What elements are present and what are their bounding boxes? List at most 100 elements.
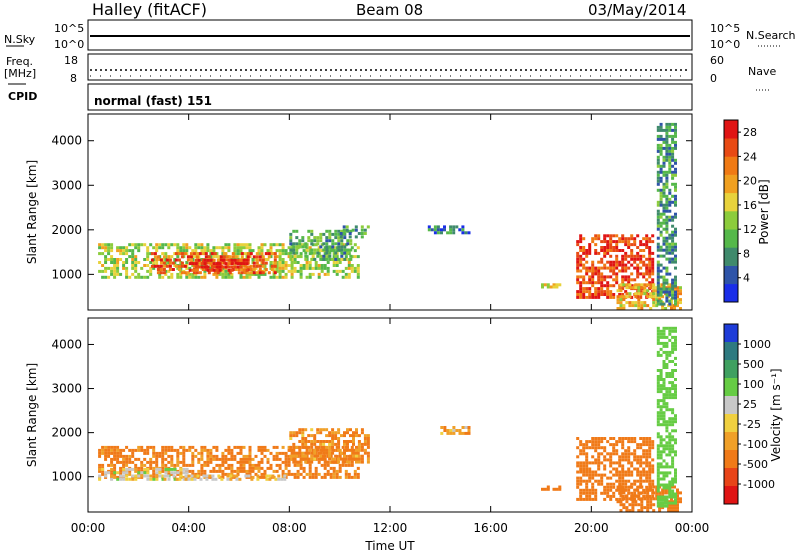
data-cell-0 xyxy=(356,246,360,250)
data-cell-0 xyxy=(356,266,360,270)
data-cell-6 xyxy=(609,476,613,480)
data-cell-6 xyxy=(585,467,589,471)
data-cell-2 xyxy=(256,477,260,481)
data-cell-0 xyxy=(191,469,195,473)
data-cell-0 xyxy=(215,457,219,461)
data-cell-0 xyxy=(281,445,285,449)
data-cell-0 xyxy=(131,261,135,264)
data-cell-0 xyxy=(350,266,354,270)
data-cell-0 xyxy=(221,246,225,250)
data-cell-6 xyxy=(648,479,652,483)
data-cell-3 xyxy=(360,454,364,458)
data-cell-6 xyxy=(648,470,652,474)
data-cell-0 xyxy=(233,243,237,247)
data-cell-3 xyxy=(316,448,320,452)
data-cell-9 xyxy=(671,257,675,261)
data-cell-3 xyxy=(301,454,305,458)
data-cell-8 xyxy=(665,441,669,445)
data-cell-1 xyxy=(273,252,277,256)
data-cell-0 xyxy=(197,469,201,473)
data-cell-8 xyxy=(671,326,675,330)
data-cell-3 xyxy=(301,457,305,461)
data-cell-3 xyxy=(331,457,335,461)
data-cell-9 xyxy=(665,194,669,198)
data-cell-7 xyxy=(631,497,635,501)
data-cell-3 xyxy=(292,434,296,438)
data-cell-6 xyxy=(618,473,622,477)
data-cell-0 xyxy=(161,451,165,455)
data-cell-8 xyxy=(668,465,672,469)
data-cell-0 xyxy=(134,264,138,267)
data-cell-7 xyxy=(582,246,586,249)
data-cell-7 xyxy=(633,260,637,264)
data-cell-8 xyxy=(671,423,675,427)
data-cell-0 xyxy=(341,463,345,467)
data-cell-0 xyxy=(170,472,174,476)
data-cell-0 xyxy=(278,243,282,247)
data-cell-0 xyxy=(347,264,351,267)
data-cell-6 xyxy=(639,446,643,450)
data-cell-9 xyxy=(659,146,663,150)
data-cell-8 xyxy=(665,501,669,505)
data-cell-2 xyxy=(236,265,240,269)
data-cell-0 xyxy=(104,266,108,270)
data-cell-8 xyxy=(656,498,660,502)
data-cell-0 xyxy=(245,275,249,279)
data-cell-0 xyxy=(260,243,264,247)
data-cell-0 xyxy=(254,463,258,467)
data-cell-8 xyxy=(619,304,623,308)
data-cell-0 xyxy=(353,266,357,270)
data-cell-6 xyxy=(621,470,625,474)
beam-title: Beam 08 xyxy=(356,1,424,19)
colorbar-frame xyxy=(723,323,739,505)
data-cell-0 xyxy=(332,269,336,273)
data-cell-0 xyxy=(239,463,243,467)
data-cell-9 xyxy=(662,218,666,222)
data-cell-1 xyxy=(189,255,193,259)
data-cell-1 xyxy=(237,268,241,271)
data-cell-8 xyxy=(665,498,669,502)
data-cell-9 xyxy=(662,287,666,291)
data-cell-7 xyxy=(576,275,580,279)
data-cell-0 xyxy=(161,460,165,464)
data-cell-1 xyxy=(174,264,178,268)
data-cell-2 xyxy=(271,474,275,478)
data-cell-8 xyxy=(671,450,675,454)
data-cell-7 xyxy=(637,485,641,489)
data-cell-6 xyxy=(639,476,643,480)
data-cell-0 xyxy=(179,451,183,455)
data-cell-0 xyxy=(203,448,207,452)
data-cell-0 xyxy=(176,249,180,253)
data-cell-0 xyxy=(224,448,228,452)
data-cell-0 xyxy=(206,457,210,461)
data-cell-7 xyxy=(637,503,641,507)
data-cell-3 xyxy=(298,254,302,258)
data-cell-3 xyxy=(325,236,329,240)
data-cell-1 xyxy=(273,271,277,275)
data-cell-0 xyxy=(314,261,318,264)
data-cell-1 xyxy=(119,474,123,478)
data-cell-0 xyxy=(293,472,297,476)
data-cell-0 xyxy=(110,261,114,264)
data-cell-1 xyxy=(159,271,163,275)
data-cell-8 xyxy=(659,483,663,487)
data-cell-6 xyxy=(627,458,631,462)
data-cell-0 xyxy=(134,457,138,461)
data-cell-0 xyxy=(146,445,150,449)
data-cell-0 xyxy=(317,246,321,250)
data-cell-3 xyxy=(310,229,314,233)
data-cell-0 xyxy=(206,243,210,247)
data-cell-8 xyxy=(616,289,620,293)
data-cell-7 xyxy=(645,234,649,238)
data-cell-3 xyxy=(343,457,346,461)
data-cell-9 xyxy=(668,293,672,297)
data-cell-0 xyxy=(287,469,291,473)
data-cell-6 xyxy=(642,443,646,447)
data-cell-8 xyxy=(671,408,675,412)
data-cell-2 xyxy=(193,477,197,481)
data-cell-9 xyxy=(668,200,672,204)
data-cell-9 xyxy=(659,152,663,156)
data-cell-0 xyxy=(308,466,312,470)
data-cell-9 xyxy=(665,173,669,177)
